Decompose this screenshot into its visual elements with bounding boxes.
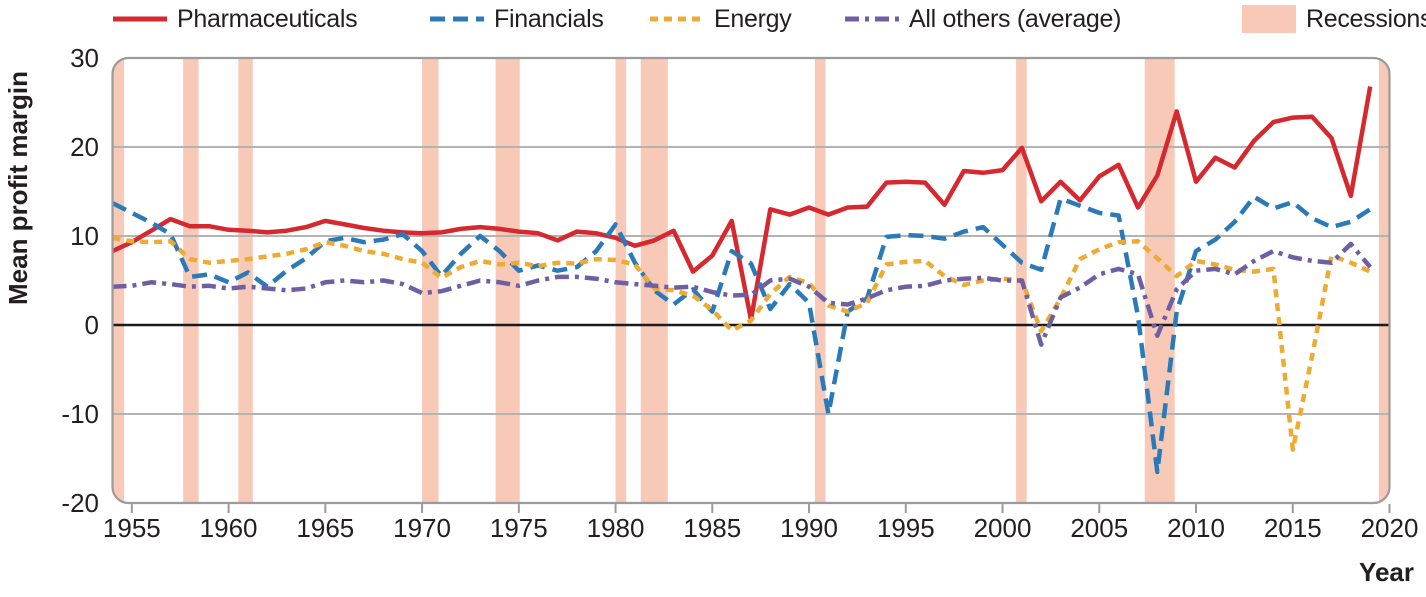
x-tick-label: 1990 [780, 513, 838, 543]
x-tick-label: 1995 [877, 513, 935, 543]
y-tick-label: 20 [70, 132, 99, 162]
recession-band [814, 58, 826, 503]
y-tick-label: 30 [70, 43, 99, 73]
series-line-pharmaceuticals [112, 86, 1373, 322]
legend-item-energy: Energy [650, 3, 792, 35]
legend-label-energy: Energy [714, 4, 792, 33]
series-line-all-others-average [112, 241, 1372, 347]
legend-label-pharmaceuticals: Pharmaceuticals [177, 4, 358, 33]
legend-label-recessions: Recessions [1306, 4, 1426, 33]
y-tick-label: -20 [61, 488, 99, 518]
legend-swatch-energy-icon [650, 16, 704, 22]
x-tick-label: 2020 [1361, 513, 1419, 543]
recession-band [615, 58, 627, 503]
y-axis-title: Mean profit margin [3, 71, 33, 305]
legend-swatch-financials-icon [430, 16, 484, 22]
x-tick-label: 2005 [1070, 513, 1128, 543]
y-tick-label: 10 [70, 221, 99, 251]
plot-frame [111, 56, 1391, 505]
recession-band [112, 58, 125, 503]
x-tick-label: 2015 [1264, 513, 1322, 543]
plot-area [112, 58, 1390, 503]
legend-label-all-others-average: All others (average) [909, 4, 1122, 33]
recession-band [1378, 58, 1390, 503]
legend-swatch-pharmaceuticals-icon [113, 16, 167, 22]
legend-label-financials: Financials [494, 4, 604, 33]
x-tick-label: 1980 [587, 513, 645, 543]
recession-band [422, 58, 439, 503]
recession-band [183, 58, 199, 503]
x-axis-title: Year [1359, 557, 1414, 587]
x-tick-label: 1960 [200, 513, 258, 543]
legend-item-recessions: Recessions [1242, 3, 1426, 35]
legend-item-all-others-average: All others (average) [845, 3, 1121, 35]
x-tick-label: 2000 [974, 513, 1032, 543]
y-tick-label: -10 [61, 399, 99, 429]
legend-swatch-recessions-icon [1242, 5, 1296, 33]
x-tick-label: 1955 [103, 513, 161, 543]
series-line-financials [112, 194, 1372, 475]
legend-item-financials: Financials [430, 3, 604, 35]
series-line-energy [112, 235, 1372, 452]
legend: Pharmaceuticals Financials Energy All other… [0, 0, 1426, 40]
legend-item-pharmaceuticals: Pharmaceuticals [113, 3, 358, 35]
x-tick-label: 1965 [296, 513, 354, 543]
x-tick-label: 1970 [393, 513, 451, 543]
x-tick-label: 1975 [490, 513, 548, 543]
x-tick-label: 2010 [1167, 513, 1225, 543]
legend-swatch-all-others-average-icon [845, 16, 899, 22]
y-tick-label: 0 [85, 310, 99, 340]
x-tick-label: 1985 [683, 513, 741, 543]
recession-band [238, 58, 253, 503]
